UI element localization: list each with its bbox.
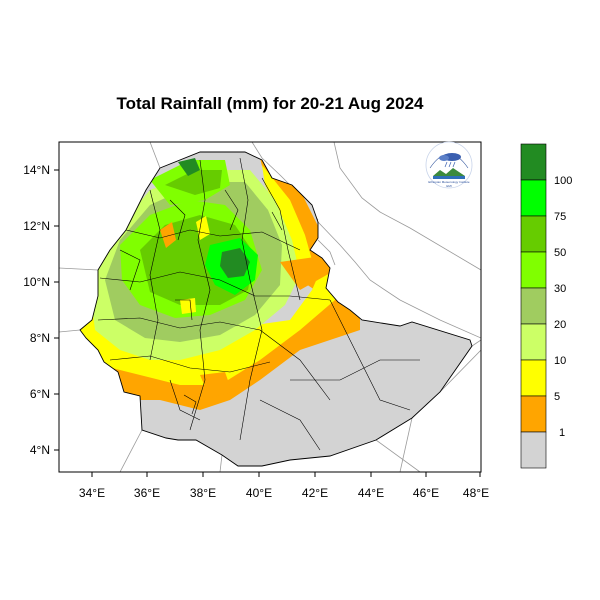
legend-label: 50 bbox=[554, 247, 566, 259]
y-tick-label: 4°N bbox=[30, 443, 50, 457]
x-tick-label: 48°E bbox=[463, 486, 489, 500]
legend-swatch bbox=[520, 287, 547, 325]
x-tick-label: 42°E bbox=[302, 486, 328, 500]
legend-label: 100 bbox=[554, 175, 572, 187]
legend-swatch bbox=[520, 431, 547, 469]
legend-swatch bbox=[520, 359, 547, 397]
legend-label: 10 bbox=[554, 355, 566, 367]
legend-swatch bbox=[520, 251, 547, 289]
x-tick-label: 38°E bbox=[190, 486, 216, 500]
ethiopia-outline bbox=[79, 151, 473, 467]
logo-sub: EMI bbox=[446, 184, 452, 188]
map-frame bbox=[58, 141, 482, 473]
legend-swatch bbox=[520, 215, 547, 253]
x-tick-label: 44°E bbox=[358, 486, 384, 500]
legend-label: 30 bbox=[554, 283, 566, 295]
y-tick-label: 14°N bbox=[23, 163, 50, 177]
emi-logo: Ethiopian Meteorology Institute EMI bbox=[425, 141, 473, 189]
legend-colorbar bbox=[520, 143, 547, 469]
y-tick-label: 12°N bbox=[23, 219, 50, 233]
legend-swatch bbox=[520, 395, 547, 433]
x-tick-label: 36°E bbox=[134, 486, 160, 500]
y-tick-label: 8°N bbox=[30, 331, 50, 345]
legend-label: 5 bbox=[554, 391, 560, 403]
logo-caption: Ethiopian Meteorology Institute bbox=[428, 180, 470, 184]
neighbor-borders bbox=[59, 142, 481, 472]
y-tick-label: 6°N bbox=[30, 387, 50, 401]
axis-ticks bbox=[54, 169, 481, 477]
legend-swatch bbox=[520, 179, 547, 217]
legend-swatch bbox=[520, 143, 547, 181]
legend-label: 75 bbox=[554, 211, 566, 223]
map-title: Total Rainfall (mm) for 20-21 Aug 2024 bbox=[116, 94, 424, 113]
x-tick-label: 46°E bbox=[413, 486, 439, 500]
rainfall-fill bbox=[80, 152, 472, 466]
y-axis-labels: 14°N 12°N 10°N 8°N 6°N 4°N bbox=[23, 163, 50, 457]
x-axis-labels: 34°E 36°E 38°E 40°E 42°E 44°E 46°E 48°E bbox=[79, 486, 489, 500]
legend-swatch bbox=[520, 323, 547, 361]
x-tick-label: 40°E bbox=[246, 486, 272, 500]
admin-boundaries bbox=[97, 157, 420, 451]
legend-label: 1 bbox=[559, 427, 565, 439]
y-tick-label: 10°N bbox=[23, 275, 50, 289]
x-tick-label: 34°E bbox=[79, 486, 105, 500]
legend-labels: 100 75 50 30 20 10 5 1 bbox=[554, 175, 572, 439]
legend-label: 20 bbox=[554, 319, 566, 331]
